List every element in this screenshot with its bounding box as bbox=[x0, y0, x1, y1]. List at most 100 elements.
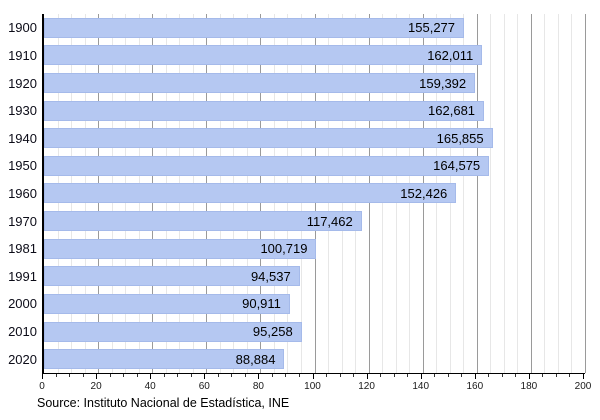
axis-tick bbox=[542, 374, 544, 377]
plot-area: 155,277 162,011 159,392 162,681 165,855 164,5… bbox=[42, 14, 586, 374]
gridline bbox=[476, 14, 478, 373]
y-axis-label: 1900 bbox=[8, 20, 37, 36]
gridline bbox=[463, 14, 465, 373]
bar-row: 165,855 bbox=[44, 124, 585, 152]
bar: 152,426 bbox=[44, 183, 457, 204]
bar-row: 162,011 bbox=[44, 42, 585, 70]
x-axis-ticks bbox=[42, 374, 584, 381]
axis-tick bbox=[420, 374, 422, 379]
bar-value-label: 95,258 bbox=[252, 324, 293, 339]
axis-tick bbox=[190, 374, 192, 377]
axis-tick-label: 0 bbox=[39, 381, 45, 392]
axis-tick bbox=[244, 374, 246, 377]
y-axis-label: 1940 bbox=[8, 130, 37, 146]
y-axis-label: 1960 bbox=[8, 185, 37, 201]
axis-tick bbox=[569, 374, 571, 377]
y-axis-label: 2010 bbox=[8, 324, 37, 339]
bar: 162,681 bbox=[44, 100, 485, 121]
bar-value-label: 94,537 bbox=[250, 268, 291, 284]
axis-tick bbox=[69, 374, 71, 377]
axis-tick bbox=[474, 374, 476, 379]
y-axis-label: 1930 bbox=[8, 103, 37, 119]
bar-row: 95,258 bbox=[44, 318, 585, 346]
axis-tick bbox=[298, 374, 300, 377]
axis-tick bbox=[285, 374, 287, 377]
axis-tick bbox=[501, 374, 503, 377]
axis-tick bbox=[407, 374, 409, 377]
gridline bbox=[517, 14, 519, 373]
bar-row: 94,537 bbox=[44, 262, 585, 290]
axis-tick-label: 100 bbox=[304, 381, 321, 392]
axis-tick bbox=[434, 374, 436, 377]
y-axis-label: 1920 bbox=[8, 75, 37, 91]
axis-tick-label: 60 bbox=[198, 381, 210, 392]
axis-tick bbox=[380, 374, 382, 377]
axis-tick-label: 140 bbox=[412, 381, 430, 392]
axis-tick bbox=[528, 374, 530, 379]
axis-tick bbox=[123, 374, 125, 377]
bar-value-label: 100,719 bbox=[260, 241, 308, 257]
axis-tick-label: 200 bbox=[574, 381, 592, 392]
axis-tick bbox=[353, 374, 355, 377]
bar-value-label: 152,426 bbox=[400, 185, 448, 201]
axis-tick bbox=[55, 374, 57, 377]
bar-row: 117,462 bbox=[44, 207, 585, 235]
gridline bbox=[557, 14, 559, 373]
bar: 162,011 bbox=[44, 45, 483, 66]
y-axis-labels: 1900 1910 1920 1930 1940 1950 1960 1970 1981 1991… bbox=[0, 14, 37, 373]
gridline bbox=[544, 14, 546, 373]
axis-tick bbox=[217, 374, 219, 377]
axis-tick bbox=[461, 374, 463, 377]
axis-tick bbox=[109, 374, 111, 377]
bar-value-label: 164,575 bbox=[433, 158, 481, 174]
bar: 164,575 bbox=[44, 155, 490, 176]
bar: 117,462 bbox=[44, 211, 362, 232]
y-axis-label: 1991 bbox=[8, 268, 37, 284]
axis-tick bbox=[447, 374, 449, 377]
bar: 155,277 bbox=[44, 17, 465, 38]
bar: 100,719 bbox=[44, 238, 317, 259]
axis-tick bbox=[312, 374, 314, 379]
bar: 94,537 bbox=[44, 266, 300, 287]
y-axis-label: 1910 bbox=[8, 47, 37, 63]
y-axis-label: 1950 bbox=[8, 158, 37, 174]
axis-tick bbox=[271, 374, 273, 377]
axis-tick bbox=[583, 374, 584, 379]
bar-value-label: 159,392 bbox=[419, 75, 467, 91]
bar-row: 88,884 bbox=[44, 345, 585, 373]
bar: 159,392 bbox=[44, 73, 476, 94]
axis-tick bbox=[393, 374, 395, 377]
axis-tick bbox=[231, 374, 233, 377]
axis-tick bbox=[150, 374, 152, 379]
axis-tick bbox=[177, 374, 179, 377]
bar-row: 100,719 bbox=[44, 235, 585, 263]
axis-tick bbox=[136, 374, 138, 377]
axis-tick bbox=[204, 374, 206, 379]
source-note: Source: Instituto Nacional de Estadístic… bbox=[37, 396, 290, 410]
bar: 90,911 bbox=[44, 293, 290, 314]
y-axis-label: 1970 bbox=[8, 213, 37, 229]
axis-tick-label: 80 bbox=[252, 381, 264, 392]
bar-value-label: 162,011 bbox=[427, 47, 474, 63]
bar-row: 164,575 bbox=[44, 152, 585, 180]
axis-tick bbox=[163, 374, 165, 377]
axis-tick-label: 120 bbox=[358, 381, 375, 392]
bar: 95,258 bbox=[44, 321, 302, 342]
bar-row: 155,277 bbox=[44, 14, 585, 42]
bar-value-label: 165,855 bbox=[436, 130, 484, 146]
bar-row: 159,392 bbox=[44, 69, 585, 97]
bar-value-label: 90,911 bbox=[242, 296, 281, 312]
bar-row: 90,911 bbox=[44, 290, 585, 318]
bar: 165,855 bbox=[44, 128, 493, 149]
bar-row: 152,426 bbox=[44, 180, 585, 208]
gridline bbox=[571, 14, 573, 373]
axis-tick bbox=[258, 374, 260, 379]
axis-tick-label: 20 bbox=[90, 381, 102, 392]
axis-tick bbox=[488, 374, 490, 377]
bar: 88,884 bbox=[44, 349, 285, 370]
axis-tick-label: 180 bbox=[520, 381, 538, 392]
axis-tick bbox=[339, 374, 341, 377]
axis-tick bbox=[42, 374, 43, 379]
axis-tick bbox=[515, 374, 517, 377]
bar-row: 162,681 bbox=[44, 97, 585, 125]
